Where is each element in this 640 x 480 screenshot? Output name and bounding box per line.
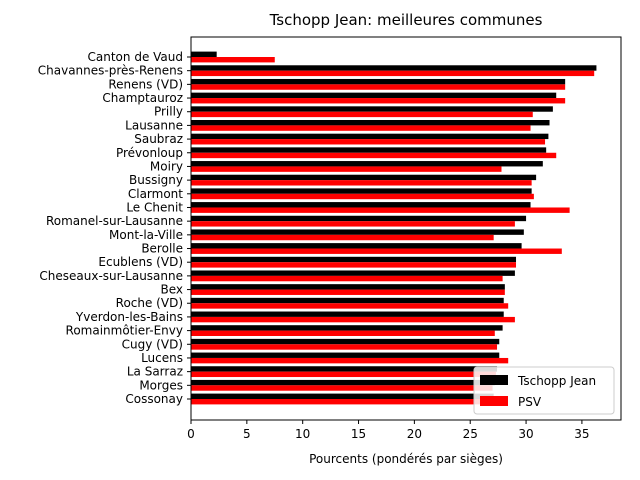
legend-label-psv: PSV [518, 395, 542, 409]
x-tick-label: 0 [187, 427, 195, 441]
bar-psv [191, 180, 532, 185]
y-tick-label: Champtauroz [102, 91, 183, 105]
bar-psv [191, 385, 493, 390]
bar-tschopp [191, 52, 217, 57]
y-tick-label: Roche (VD) [116, 296, 183, 310]
bar-psv [191, 358, 508, 363]
y-tick-label: Cugy (VD) [122, 337, 183, 351]
y-tick-label: Romainmôtier-Envy [66, 324, 183, 338]
y-tick-label: Lausanne [125, 118, 183, 132]
bar-tschopp [191, 188, 532, 193]
bar-tschopp [191, 134, 548, 139]
bar-tschopp [191, 339, 499, 344]
bar-psv [191, 290, 505, 295]
y-tick-label: Ecublens (VD) [98, 255, 183, 269]
x-tick-label: 5 [243, 427, 251, 441]
bar-tschopp [191, 175, 536, 180]
bar-psv [191, 153, 556, 158]
x-tick-label: 20 [407, 427, 422, 441]
y-tick-label: La Sarraz [127, 365, 183, 379]
y-axis-ticks: Canton de VaudChavannes-près-RenensRenen… [38, 50, 191, 406]
y-tick-label: Yverdon-les-Bains [75, 310, 183, 324]
bar-psv [191, 166, 501, 171]
y-tick-label: Canton de Vaud [88, 50, 183, 64]
bar-tschopp [191, 366, 497, 371]
bar-tschopp [191, 284, 505, 289]
bar-psv [191, 262, 516, 267]
bar-tschopp [191, 93, 556, 98]
bar-psv [191, 221, 515, 226]
bar-tschopp [191, 120, 550, 125]
bar-tschopp [191, 353, 499, 358]
bar-tschopp [191, 65, 596, 70]
x-tick-label: 30 [518, 427, 533, 441]
bar-tschopp [191, 380, 495, 385]
bar-tschopp [191, 257, 516, 262]
y-tick-label: Prilly [154, 105, 183, 119]
y-tick-label: Prévonloup [116, 146, 183, 160]
bar-tschopp [191, 161, 543, 166]
x-axis-ticks: 0 5 10 15 20 25 30 35 [187, 420, 589, 441]
bar-psv [191, 276, 503, 281]
y-tick-label: Clarmont [128, 187, 183, 201]
bar-tschopp [191, 270, 515, 275]
y-tick-label: Cheseaux-sur-Lausanne [39, 269, 183, 283]
bar-tschopp [191, 106, 553, 111]
x-axis-label: Pourcents (pondérés par sièges) [309, 452, 503, 466]
bar-psv [191, 98, 565, 103]
legend-swatch-psv [480, 396, 508, 406]
bar-tschopp [191, 325, 503, 330]
bar-tschopp [191, 202, 531, 207]
y-tick-label: Cossonay [125, 392, 183, 406]
bar-psv [191, 372, 496, 377]
x-tick-label: 35 [574, 427, 589, 441]
y-tick-label: Bussigny [129, 173, 183, 187]
legend-swatch-tschopp [480, 375, 508, 385]
y-tick-label: Mont-la-Ville [109, 228, 183, 242]
y-tick-label: Renens (VD) [108, 77, 183, 91]
bar-psv [191, 399, 494, 404]
y-tick-label: Chavannes-près-Renens [38, 64, 183, 78]
bar-psv [191, 112, 533, 117]
bar-tschopp [191, 79, 565, 84]
x-tick-label: 25 [463, 427, 478, 441]
bar-group [191, 52, 596, 405]
bar-psv [191, 57, 275, 62]
bar-psv [191, 71, 594, 76]
bar-psv [191, 249, 562, 254]
bar-psv [191, 235, 494, 240]
y-tick-label: Bex [160, 283, 183, 297]
bar-psv [191, 125, 531, 130]
bar-tschopp [191, 229, 524, 234]
bar-tschopp [191, 298, 504, 303]
y-tick-label: Berolle [141, 242, 183, 256]
bar-psv [191, 317, 515, 322]
bar-psv [191, 194, 534, 199]
bar-tschopp [191, 243, 522, 248]
x-tick-label: 15 [351, 427, 366, 441]
bar-psv [191, 139, 545, 144]
bar-psv [191, 303, 508, 308]
y-tick-label: Romanel-sur-Lausanne [46, 214, 183, 228]
legend: Tschopp Jean PSV [474, 367, 614, 414]
legend-label-tschopp: Tschopp Jean [517, 374, 596, 388]
y-tick-label: Le Chenit [126, 200, 183, 214]
bar-tschopp [191, 394, 494, 399]
bar-psv [191, 331, 495, 336]
chart-title: Tschopp Jean: meilleures communes [269, 11, 543, 29]
bar-tschopp [191, 216, 526, 221]
y-tick-label: Morges [139, 378, 183, 392]
bar-psv [191, 344, 497, 349]
y-tick-label: Lucens [141, 351, 183, 365]
bar-psv [191, 84, 565, 89]
y-tick-label: Moiry [150, 159, 183, 173]
x-tick-label: 10 [295, 427, 310, 441]
bar-tschopp [191, 312, 504, 317]
bar-psv [191, 207, 570, 212]
y-tick-label: Saubraz [134, 132, 183, 146]
bar-tschopp [191, 147, 546, 152]
